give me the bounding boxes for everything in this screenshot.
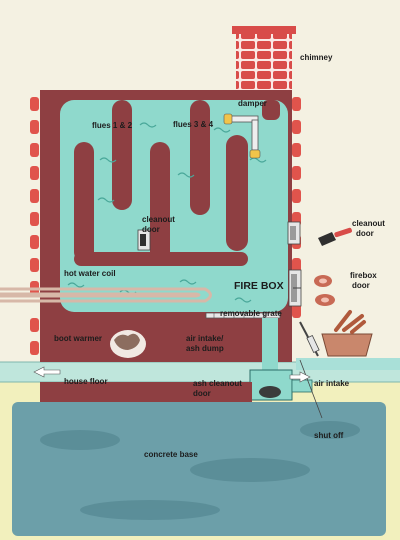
airflow-arrows xyxy=(33,366,311,383)
wood-basket xyxy=(321,310,373,357)
label-fire-box: FIRE BOX xyxy=(234,280,284,292)
firewood-logs xyxy=(314,275,335,306)
hot-water-coil xyxy=(0,287,212,303)
poker-tool xyxy=(299,321,320,357)
label-firebox-door-1: firebox xyxy=(350,271,377,280)
label-flues-3-4: flues 3 & 4 xyxy=(173,120,214,129)
label-concrete-base: concrete base xyxy=(144,450,198,459)
firebox-door xyxy=(288,269,302,307)
concrete-base xyxy=(12,402,386,536)
label-cleanout-door-inner-2: door xyxy=(142,225,160,234)
label-chimney: chimney xyxy=(300,53,333,62)
ash-dump-shaft xyxy=(262,318,278,378)
label-hot-water-coil: hot water coil xyxy=(64,269,116,278)
outer-cleanout-door xyxy=(287,221,301,245)
flow-squiggles xyxy=(67,122,267,303)
label-ash-cleanout-door-1: ash cleanout xyxy=(193,379,242,388)
label-cleanout-door-outer-2: door xyxy=(356,229,374,238)
label-air-intake: air intake xyxy=(314,379,350,388)
damper xyxy=(223,113,261,159)
inner-cleanout-door xyxy=(137,229,151,251)
label-shut-off: shut off xyxy=(314,431,344,440)
flue-walls xyxy=(74,100,280,266)
label-damper: damper xyxy=(238,99,267,108)
label-removable-grate: removable grate xyxy=(220,309,282,318)
label-flues-1-2: flues 1 & 2 xyxy=(92,121,133,130)
removable-grate xyxy=(205,312,281,319)
boot-warmer xyxy=(110,330,146,358)
ash-pile xyxy=(259,386,281,398)
air-intake-pipe xyxy=(291,359,323,419)
label-house-floor: house floor xyxy=(64,377,108,386)
left-side-bricks xyxy=(30,97,39,355)
label-air-intake-ash-dump-2: ash dump xyxy=(186,344,224,353)
label-firebox-door-2: door xyxy=(352,281,370,290)
label-cleanout-door-inner-1: cleanout xyxy=(142,215,175,224)
foundation-wall xyxy=(40,382,252,402)
label-cleanout-door-outer-1: cleanout xyxy=(352,219,385,228)
label-ash-cleanout-door-2: door xyxy=(193,389,211,398)
label-air-intake-ash-dump-1: air intake/ xyxy=(186,334,224,343)
cleanout-door-plug xyxy=(318,227,352,246)
outside-floor xyxy=(296,358,400,370)
chimney xyxy=(236,30,292,92)
label-boot-warmer: boot warmer xyxy=(54,334,102,343)
